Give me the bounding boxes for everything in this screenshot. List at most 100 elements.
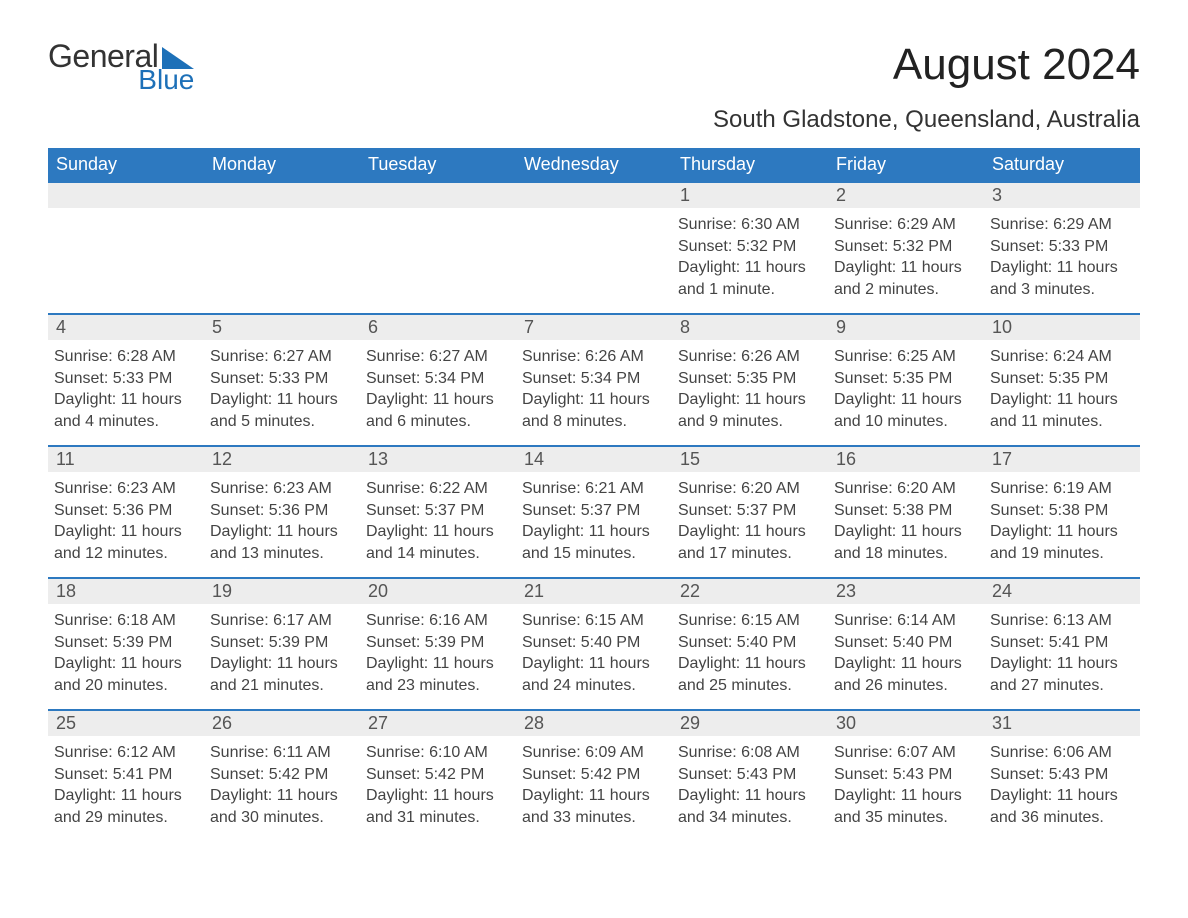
day-cell: 3Sunrise: 6:29 AMSunset: 5:33 PMDaylight…: [984, 183, 1140, 313]
week-row: 11Sunrise: 6:23 AMSunset: 5:36 PMDayligh…: [48, 445, 1140, 577]
day-number: [204, 183, 360, 208]
day-cell: 5Sunrise: 6:27 AMSunset: 5:33 PMDaylight…: [204, 315, 360, 445]
day-cell: 6Sunrise: 6:27 AMSunset: 5:34 PMDaylight…: [360, 315, 516, 445]
day-number: 28: [516, 711, 672, 736]
day-number: 27: [360, 711, 516, 736]
day-cell: 20Sunrise: 6:16 AMSunset: 5:39 PMDayligh…: [360, 579, 516, 709]
dow-saturday: Saturday: [984, 148, 1140, 181]
day-number: 17: [984, 447, 1140, 472]
day-number: 13: [360, 447, 516, 472]
day-number: 11: [48, 447, 204, 472]
dow-thursday: Thursday: [672, 148, 828, 181]
day-number: 18: [48, 579, 204, 604]
day-number: 22: [672, 579, 828, 604]
week-row: 1Sunrise: 6:30 AMSunset: 5:32 PMDaylight…: [48, 181, 1140, 313]
day-body: Sunrise: 6:29 AMSunset: 5:32 PMDaylight:…: [828, 208, 984, 304]
day-body: Sunrise: 6:10 AMSunset: 5:42 PMDaylight:…: [360, 736, 516, 832]
week-row: 25Sunrise: 6:12 AMSunset: 5:41 PMDayligh…: [48, 709, 1140, 841]
day-cell: 22Sunrise: 6:15 AMSunset: 5:40 PMDayligh…: [672, 579, 828, 709]
dow-friday: Friday: [828, 148, 984, 181]
day-body: Sunrise: 6:15 AMSunset: 5:40 PMDaylight:…: [516, 604, 672, 700]
day-number: 15: [672, 447, 828, 472]
day-cell: 9Sunrise: 6:25 AMSunset: 5:35 PMDaylight…: [828, 315, 984, 445]
day-cell: [516, 183, 672, 313]
day-body: Sunrise: 6:21 AMSunset: 5:37 PMDaylight:…: [516, 472, 672, 568]
day-number: 16: [828, 447, 984, 472]
day-body: Sunrise: 6:07 AMSunset: 5:43 PMDaylight:…: [828, 736, 984, 832]
day-body: Sunrise: 6:29 AMSunset: 5:33 PMDaylight:…: [984, 208, 1140, 304]
dow-monday: Monday: [204, 148, 360, 181]
day-number: 24: [984, 579, 1140, 604]
day-cell: 14Sunrise: 6:21 AMSunset: 5:37 PMDayligh…: [516, 447, 672, 577]
day-body: Sunrise: 6:27 AMSunset: 5:33 PMDaylight:…: [204, 340, 360, 436]
dow-tuesday: Tuesday: [360, 148, 516, 181]
day-body: Sunrise: 6:09 AMSunset: 5:42 PMDaylight:…: [516, 736, 672, 832]
day-body: Sunrise: 6:30 AMSunset: 5:32 PMDaylight:…: [672, 208, 828, 304]
logo-text-blue: Blue: [138, 66, 194, 94]
day-body: Sunrise: 6:28 AMSunset: 5:33 PMDaylight:…: [48, 340, 204, 436]
day-cell: [204, 183, 360, 313]
day-cell: 18Sunrise: 6:18 AMSunset: 5:39 PMDayligh…: [48, 579, 204, 709]
day-number: 1: [672, 183, 828, 208]
day-body: Sunrise: 6:19 AMSunset: 5:38 PMDaylight:…: [984, 472, 1140, 568]
day-number: 14: [516, 447, 672, 472]
day-body: Sunrise: 6:17 AMSunset: 5:39 PMDaylight:…: [204, 604, 360, 700]
day-body: Sunrise: 6:18 AMSunset: 5:39 PMDaylight:…: [48, 604, 204, 700]
day-cell: 4Sunrise: 6:28 AMSunset: 5:33 PMDaylight…: [48, 315, 204, 445]
day-cell: 11Sunrise: 6:23 AMSunset: 5:36 PMDayligh…: [48, 447, 204, 577]
day-cell: 10Sunrise: 6:24 AMSunset: 5:35 PMDayligh…: [984, 315, 1140, 445]
day-number: 7: [516, 315, 672, 340]
day-number: [516, 183, 672, 208]
day-number: 31: [984, 711, 1140, 736]
day-number: 4: [48, 315, 204, 340]
day-number: 8: [672, 315, 828, 340]
day-cell: 24Sunrise: 6:13 AMSunset: 5:41 PMDayligh…: [984, 579, 1140, 709]
day-body: Sunrise: 6:20 AMSunset: 5:38 PMDaylight:…: [828, 472, 984, 568]
day-body: Sunrise: 6:16 AMSunset: 5:39 PMDaylight:…: [360, 604, 516, 700]
day-number: 25: [48, 711, 204, 736]
day-cell: 16Sunrise: 6:20 AMSunset: 5:38 PMDayligh…: [828, 447, 984, 577]
day-cell: [360, 183, 516, 313]
day-body: Sunrise: 6:26 AMSunset: 5:34 PMDaylight:…: [516, 340, 672, 436]
dow-wednesday: Wednesday: [516, 148, 672, 181]
day-number: 26: [204, 711, 360, 736]
day-number: 12: [204, 447, 360, 472]
day-body: Sunrise: 6:25 AMSunset: 5:35 PMDaylight:…: [828, 340, 984, 436]
day-cell: 19Sunrise: 6:17 AMSunset: 5:39 PMDayligh…: [204, 579, 360, 709]
days-of-week-row: SundayMondayTuesdayWednesdayThursdayFrid…: [48, 148, 1140, 181]
day-cell: 30Sunrise: 6:07 AMSunset: 5:43 PMDayligh…: [828, 711, 984, 841]
day-number: 20: [360, 579, 516, 604]
day-body: Sunrise: 6:23 AMSunset: 5:36 PMDaylight:…: [204, 472, 360, 568]
week-row: 18Sunrise: 6:18 AMSunset: 5:39 PMDayligh…: [48, 577, 1140, 709]
day-body: Sunrise: 6:13 AMSunset: 5:41 PMDaylight:…: [984, 604, 1140, 700]
day-body: Sunrise: 6:08 AMSunset: 5:43 PMDaylight:…: [672, 736, 828, 832]
title-location: South Gladstone, Queensland, Australia: [713, 106, 1140, 134]
day-number: 10: [984, 315, 1140, 340]
day-cell: 23Sunrise: 6:14 AMSunset: 5:40 PMDayligh…: [828, 579, 984, 709]
day-cell: 1Sunrise: 6:30 AMSunset: 5:32 PMDaylight…: [672, 183, 828, 313]
day-cell: 15Sunrise: 6:20 AMSunset: 5:37 PMDayligh…: [672, 447, 828, 577]
day-number: 6: [360, 315, 516, 340]
day-cell: 21Sunrise: 6:15 AMSunset: 5:40 PMDayligh…: [516, 579, 672, 709]
day-number: [360, 183, 516, 208]
day-cell: 17Sunrise: 6:19 AMSunset: 5:38 PMDayligh…: [984, 447, 1140, 577]
day-body: Sunrise: 6:12 AMSunset: 5:41 PMDaylight:…: [48, 736, 204, 832]
day-cell: 13Sunrise: 6:22 AMSunset: 5:37 PMDayligh…: [360, 447, 516, 577]
day-body: Sunrise: 6:27 AMSunset: 5:34 PMDaylight:…: [360, 340, 516, 436]
day-cell: 2Sunrise: 6:29 AMSunset: 5:32 PMDaylight…: [828, 183, 984, 313]
day-cell: 27Sunrise: 6:10 AMSunset: 5:42 PMDayligh…: [360, 711, 516, 841]
dow-sunday: Sunday: [48, 148, 204, 181]
day-body: Sunrise: 6:06 AMSunset: 5:43 PMDaylight:…: [984, 736, 1140, 832]
day-body: Sunrise: 6:11 AMSunset: 5:42 PMDaylight:…: [204, 736, 360, 832]
day-number: 5: [204, 315, 360, 340]
day-body: Sunrise: 6:23 AMSunset: 5:36 PMDaylight:…: [48, 472, 204, 568]
calendar: SundayMondayTuesdayWednesdayThursdayFrid…: [48, 148, 1140, 841]
day-number: 21: [516, 579, 672, 604]
day-body: [360, 208, 516, 218]
day-body: Sunrise: 6:24 AMSunset: 5:35 PMDaylight:…: [984, 340, 1140, 436]
day-cell: 31Sunrise: 6:06 AMSunset: 5:43 PMDayligh…: [984, 711, 1140, 841]
day-body: Sunrise: 6:26 AMSunset: 5:35 PMDaylight:…: [672, 340, 828, 436]
title-month: August 2024: [713, 40, 1140, 90]
day-body: Sunrise: 6:14 AMSunset: 5:40 PMDaylight:…: [828, 604, 984, 700]
day-number: 29: [672, 711, 828, 736]
